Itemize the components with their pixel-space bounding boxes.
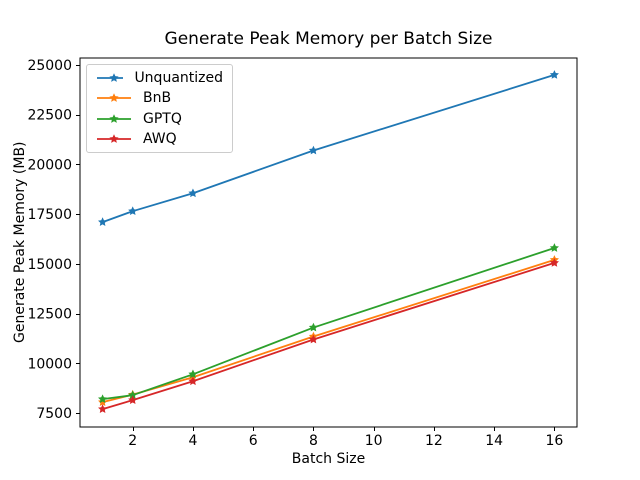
legend-label: Unquantized bbox=[134, 70, 223, 87]
y-tick-label: 22500 bbox=[27, 108, 72, 124]
legend-line-swatch bbox=[97, 93, 131, 103]
legend-item-unquantized: Unquantized bbox=[96, 68, 223, 88]
star-marker bbox=[188, 188, 198, 198]
star-marker bbox=[98, 217, 108, 226]
y-tick-label: 25000 bbox=[27, 58, 72, 74]
y-tick-label: 10000 bbox=[27, 356, 72, 372]
star-marker bbox=[308, 322, 318, 332]
star-marker bbox=[188, 369, 198, 379]
star-marker bbox=[98, 397, 108, 407]
y-tick-label: 12500 bbox=[27, 307, 72, 323]
star-marker bbox=[109, 134, 119, 143]
star-marker bbox=[128, 390, 138, 400]
series-line-awq bbox=[101, 261, 556, 411]
star-marker bbox=[308, 145, 318, 155]
star-marker bbox=[109, 93, 119, 103]
series-line-gptq bbox=[101, 247, 556, 401]
x-tick-label: 16 bbox=[545, 433, 563, 449]
legend-label: BnB bbox=[143, 90, 172, 107]
star-marker bbox=[549, 70, 559, 79]
x-tick-label: 12 bbox=[425, 433, 443, 449]
chart-title: Generate Peak Memory per Batch Size bbox=[164, 29, 493, 49]
legend-label: AWQ bbox=[143, 130, 177, 147]
x-tick-label: 2 bbox=[128, 433, 137, 449]
x-tick-label: 14 bbox=[485, 433, 503, 449]
x-axis-label: Batch Size bbox=[291, 451, 366, 467]
legend-item-awq: AWQ bbox=[96, 129, 223, 149]
legend-line-swatch bbox=[97, 113, 131, 123]
star-marker bbox=[128, 395, 138, 405]
star-marker bbox=[549, 258, 559, 267]
legend-line-swatch bbox=[97, 134, 131, 143]
star-marker bbox=[549, 243, 559, 252]
x-tick-label: 6 bbox=[249, 433, 258, 449]
series-line-bnb bbox=[101, 259, 556, 404]
star-marker bbox=[128, 206, 138, 216]
star-marker bbox=[188, 376, 198, 386]
star-marker bbox=[109, 73, 119, 83]
x-tick-label: 8 bbox=[309, 433, 318, 449]
legend-item-gptq: GPTQ bbox=[96, 109, 223, 129]
legend-item-bnb: BnB bbox=[96, 88, 223, 108]
x-tick-label: 10 bbox=[365, 433, 383, 449]
star-marker bbox=[98, 404, 108, 413]
star-marker bbox=[98, 394, 108, 404]
y-tick-label: 20000 bbox=[27, 157, 72, 173]
legend: Unquantized BnB GPTQ AWQ bbox=[86, 64, 233, 153]
axes-frame bbox=[79, 57, 578, 428]
y-tick-label: 17500 bbox=[27, 207, 72, 223]
star-marker bbox=[109, 113, 119, 123]
legend-line-swatch bbox=[97, 73, 124, 83]
legend-label: GPTQ bbox=[143, 110, 182, 127]
star-marker bbox=[308, 334, 318, 344]
y-tick-label: 15000 bbox=[27, 257, 72, 273]
x-tick-label: 4 bbox=[188, 433, 197, 449]
y-tick-label: 7500 bbox=[36, 406, 72, 422]
